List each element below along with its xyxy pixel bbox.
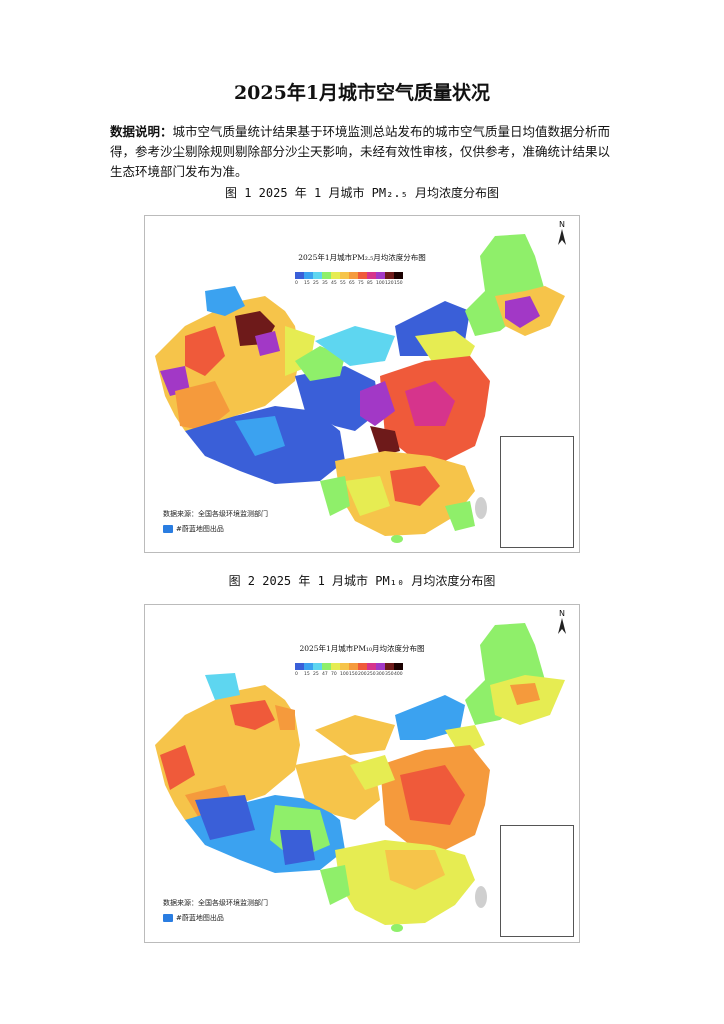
figure2-legend-swatch — [322, 663, 331, 670]
figure1-legend-swatch — [358, 272, 367, 279]
figure2-legend-swatch — [313, 663, 322, 670]
figure1-legend-swatch — [367, 272, 376, 279]
figure2-legend-tick: 70 — [331, 672, 337, 677]
figure2-legend — [295, 663, 403, 670]
figure2-legend-tick: 300 — [376, 672, 385, 677]
figure1-legend-tick: 65 — [349, 281, 355, 286]
figure1-legend-tick: 0 — [295, 281, 298, 286]
figure1-legend-ticks: 0 15 25 35 45 55 65 75 85 100 120 150 — [295, 281, 403, 286]
north-label: N — [559, 609, 565, 618]
figure2-brand-label: #蔚蓝地图出品 — [176, 914, 224, 922]
figure2-legend-swatch — [304, 663, 313, 670]
figure1-caption: 图 1 2025 年 1 月城市 PM₂.₅ 月均浓度分布图 — [224, 186, 500, 200]
figure2-legend-swatch — [295, 663, 304, 670]
figure1-legend-swatch — [304, 272, 313, 279]
figure2-source: 数据来源：全国各级环境监测部门 — [163, 899, 268, 907]
figure2-legend-swatch — [358, 663, 367, 670]
figure1-legend-swatch — [349, 272, 358, 279]
figure2-legend-ticks: 0 15 25 47 70 100 150 200 250 300 350 400 — [295, 672, 403, 677]
figure2-map: 2025年1月城市PM₁₀月均浓度分布图 0 15 25 47 70 100 150 200 2… — [144, 604, 580, 943]
description-text: 城市空气质量统计结果基于环境监测总站发布的城市空气质量日均值数据分析而得，参考沙… — [110, 124, 611, 179]
figure2-legend-swatch — [367, 663, 376, 670]
figure2-legend-swatch — [385, 663, 394, 670]
north-arrow-icon: N — [557, 609, 567, 636]
figure2-legend-tick: 25 — [313, 672, 319, 677]
figure1-legend-tick: 85 — [367, 281, 373, 286]
figure2-legend-tick: 0 — [295, 672, 298, 677]
figure1-brand: #蔚蓝地图出品 — [163, 524, 224, 534]
page-title: 2025年1月城市空气质量状况 — [233, 82, 491, 104]
figure2-legend-swatch — [376, 663, 385, 670]
description-label: 数据说明： — [110, 124, 173, 139]
figure2-legend-swatch — [331, 663, 340, 670]
figure1-legend-tick: 15 — [304, 281, 310, 286]
figure2-legend-swatch — [340, 663, 349, 670]
figure1-brand-label: #蔚蓝地图出品 — [176, 525, 224, 533]
north-arrow-icon: N — [557, 220, 567, 247]
figure1-legend-tick: 150 — [394, 281, 403, 286]
figure1-source: 数据来源：全国各级环境监测部门 — [163, 510, 268, 518]
figure2-legend-tick: 400 — [394, 672, 403, 677]
figure1-legend-swatch — [394, 272, 403, 279]
figure2-map-title: 2025年1月城市PM₁₀月均浓度分布图 — [299, 644, 425, 653]
figure2-legend-tick: 350 — [385, 672, 394, 677]
figure1-legend-tick: 100 — [376, 281, 385, 286]
figure1-legend-swatch — [313, 272, 322, 279]
figure2-legend-tick: 200 — [358, 672, 367, 677]
figure1-legend-swatch — [322, 272, 331, 279]
north-label: N — [559, 220, 565, 229]
figure1-legend-swatch — [331, 272, 340, 279]
figure1-south-sea-inset — [500, 436, 574, 548]
figure2-south-sea-inset — [500, 825, 574, 937]
figure2-legend-tick: 150 — [349, 672, 358, 677]
figure1-legend-tick: 45 — [331, 281, 337, 286]
figure1-legend-tick: 120 — [385, 281, 394, 286]
figure2-legend-tick: 250 — [367, 672, 376, 677]
figure1-legend-tick: 75 — [358, 281, 364, 286]
china-pm25-map — [155, 234, 565, 543]
brand-logo-icon — [163, 525, 173, 533]
china-pm10-map — [155, 623, 565, 932]
figure1-legend-swatch — [340, 272, 349, 279]
figure1-legend-swatch — [295, 272, 304, 279]
figure2-caption: 图 2 2025 年 1 月城市 PM₁₀ 月均浓度分布图 — [228, 574, 496, 588]
figure1-legend-tick: 25 — [313, 281, 319, 286]
figure2-legend-tick: 15 — [304, 672, 310, 677]
figure1-legend — [295, 272, 403, 279]
figure1-map: 2025年1月城市PM₂.₅月均浓度分布图 0 15 25 35 45 55 65 75 85 1… — [144, 215, 580, 553]
figure2-legend-tick: 100 — [340, 672, 349, 677]
figure1-legend-tick: 35 — [322, 281, 328, 286]
brand-logo-icon — [163, 914, 173, 922]
figure1-legend-swatch — [385, 272, 394, 279]
figure2-legend-tick: 47 — [322, 672, 328, 677]
figure1-legend-swatch — [376, 272, 385, 279]
figure1-legend-tick: 55 — [340, 281, 346, 286]
figure1-map-title: 2025年1月城市PM₂.₅月均浓度分布图 — [298, 253, 426, 262]
data-description: 数据说明：城市空气质量统计结果基于环境监测总站发布的城市空气质量日均值数据分析而… — [110, 122, 622, 182]
figure2-legend-swatch — [394, 663, 403, 670]
figure2-legend-swatch — [349, 663, 358, 670]
figure2-brand: #蔚蓝地图出品 — [163, 913, 224, 923]
